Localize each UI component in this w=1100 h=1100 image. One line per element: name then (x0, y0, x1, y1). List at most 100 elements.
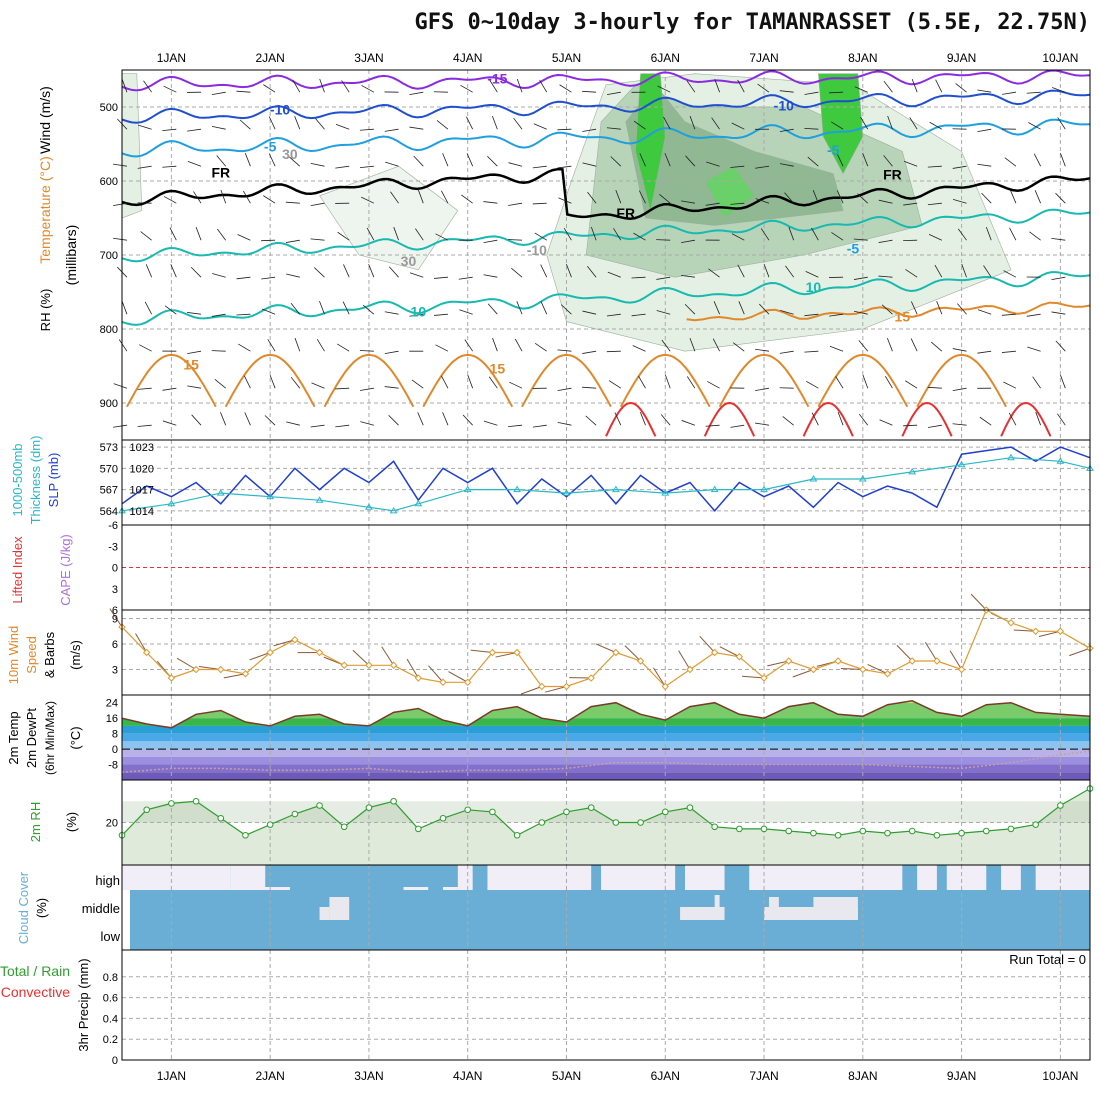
wind-barb (163, 196, 177, 204)
wind-barb (191, 414, 202, 426)
wind-barb (236, 313, 251, 316)
rh2m-point (439, 814, 447, 822)
wind-speed-point (241, 670, 250, 678)
wind-barb (315, 118, 325, 130)
date-tick-bottom: 4JAN (453, 1069, 482, 1083)
wind-barb (113, 163, 127, 167)
wind-barb (162, 387, 177, 391)
wind-barb-10m (896, 644, 913, 662)
ylabel-rh: RH (%) (38, 289, 53, 332)
wind-barb (187, 385, 202, 389)
rh2m-point (192, 797, 200, 805)
wind-barb (785, 265, 794, 278)
wind-barb (143, 80, 152, 93)
wind-barb (934, 264, 943, 278)
wind-barb (540, 264, 548, 278)
contour-label: 15 (895, 309, 911, 325)
wind-speed-point (859, 665, 867, 674)
wind-barb (837, 411, 844, 426)
rh2m-point (834, 831, 842, 839)
wind-barb (732, 342, 745, 352)
wind-barb-10m (1069, 647, 1091, 657)
temp-2m-line (121, 700, 1091, 729)
wind-barb-10m (970, 593, 987, 611)
temp-band (122, 772, 1090, 780)
rh2m-point (760, 825, 768, 833)
wind-barb (557, 349, 572, 352)
cloud-high-gap (749, 865, 1090, 890)
rh2m-point (217, 814, 225, 822)
date-tick-top: 3JAN (354, 51, 383, 65)
wind-barb-10m (595, 643, 617, 653)
precip-tick: 0.6 (103, 993, 118, 1005)
ylabel-cape: CAPE (J/kg) (58, 534, 73, 606)
temp-band (122, 764, 1090, 773)
wind-barb (903, 202, 918, 206)
wind-barb (587, 266, 597, 278)
thickness-point (562, 489, 571, 496)
wind-barb (310, 163, 325, 167)
thickness-point (710, 485, 719, 493)
wind-barb (582, 350, 597, 354)
wind-barb (483, 201, 498, 204)
wind-barb (290, 303, 301, 315)
wind-barb (261, 239, 276, 242)
date-tick-bottom: 5JAN (552, 1069, 581, 1083)
wind-barb (359, 350, 374, 352)
contour-label: FR (883, 167, 902, 183)
temp-band (122, 700, 1090, 719)
wind-speed-point (142, 648, 151, 657)
wind-speed-line (121, 609, 1091, 688)
wind-barb (361, 85, 375, 93)
wind-barb (638, 190, 646, 204)
wind-barb (878, 199, 893, 204)
wind-barb (335, 165, 350, 169)
contour-label: -5 (264, 138, 277, 154)
wind-speed-point (587, 674, 595, 682)
wind-barb (805, 380, 819, 389)
wind-barb-10m (792, 669, 814, 678)
thickness-point (908, 467, 917, 475)
wind-barb (656, 276, 671, 280)
wind-barb (957, 228, 967, 241)
temp-contour-minus5 (121, 118, 1091, 158)
wind-barb (836, 190, 844, 204)
date-axes: 1JAN 1JAN 2JAN 2JAN 3JAN 3JAN 4JAN 4JAN 5JAN 5JAN… (157, 51, 1079, 1083)
wind-barb-10m (273, 639, 295, 647)
wind-barb (638, 375, 646, 389)
wind-barb (466, 153, 474, 167)
wind-speed-point (315, 648, 324, 657)
wind-barb (118, 339, 128, 352)
wind-barb (285, 239, 300, 243)
wind-barb (285, 201, 300, 204)
contour-label: 10 (806, 279, 822, 295)
wind-barb (705, 202, 720, 206)
wind-speed-point (414, 674, 423, 682)
pressure-tick: 800 (100, 324, 118, 336)
wind-barb (1060, 152, 1066, 167)
cloud-high-step (230, 887, 290, 890)
rh2m-point (538, 819, 546, 826)
pressure-tick: 600 (100, 176, 118, 188)
wind-barb (539, 79, 548, 93)
wind-barb (587, 191, 597, 204)
cloud-level-label: middle (82, 901, 120, 916)
wind-barb-10m (406, 658, 419, 679)
wind-speed-point (809, 665, 818, 674)
wind-barb (442, 153, 449, 167)
wind-barb (905, 269, 918, 278)
wind-barb (310, 202, 325, 206)
wind-speed-point (760, 674, 768, 682)
wind-barb (730, 202, 745, 205)
thickness-point (513, 485, 521, 493)
thickness-point (389, 506, 398, 514)
wind-barb (713, 301, 720, 315)
rh2m-point (1032, 821, 1039, 828)
cloud-high-block (591, 865, 602, 890)
upper-air-panel: -15 -10 -5 -10 -5 FR FR FR 10 10 15 15 15 30 -10 30 -5 50… (100, 69, 1091, 441)
wind-barb (187, 161, 202, 167)
wind-speed-point (957, 665, 966, 674)
wind-barb (1034, 190, 1041, 204)
wind-barb (390, 191, 399, 204)
cloud-high-block (902, 865, 918, 890)
